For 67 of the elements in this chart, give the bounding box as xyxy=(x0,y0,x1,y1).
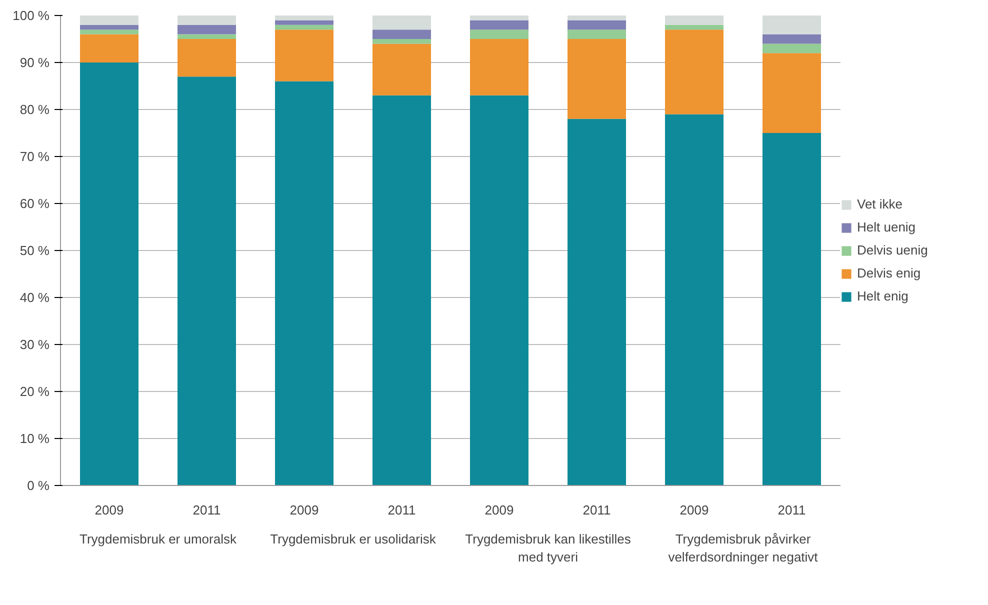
bar xyxy=(762,16,821,34)
bar xyxy=(372,39,431,44)
legend-label: Vet ikke xyxy=(857,196,903,212)
x-tick-label: 2011 xyxy=(388,502,416,518)
bar xyxy=(665,114,724,486)
bar xyxy=(568,30,626,39)
legend-label: Delvis enig xyxy=(857,266,921,280)
y-tick-label: 10 % xyxy=(20,431,50,446)
y-tick-label: 90 % xyxy=(20,55,50,70)
bar xyxy=(470,30,528,39)
y-tick-label: 40 % xyxy=(20,290,50,305)
bar xyxy=(178,24,236,34)
bar xyxy=(178,39,236,77)
y-tick-label: 0 % xyxy=(27,478,50,493)
y-tick-label: 80 % xyxy=(20,102,50,117)
text: Trygdemisbruk kan likestilles med tyveri xyxy=(465,532,632,564)
bar xyxy=(178,34,236,39)
bar xyxy=(762,34,821,44)
y-tick-label: 30 % xyxy=(20,337,50,352)
bar xyxy=(80,30,138,34)
text: Trygdemisbruk er umoralsk xyxy=(80,532,237,546)
bar xyxy=(568,20,626,30)
legend-label: Helt enig xyxy=(857,288,908,304)
x-tick-label: 2009 xyxy=(94,502,124,518)
bar xyxy=(470,16,528,20)
y-tick-label: 60 % xyxy=(20,196,50,211)
x-tick-label: 2009 xyxy=(484,502,514,518)
bar xyxy=(372,44,431,96)
bar xyxy=(762,53,821,133)
bar xyxy=(275,81,334,486)
bar xyxy=(80,16,138,25)
bar xyxy=(372,95,431,486)
y-tick-label: 50 % xyxy=(20,243,50,258)
text: Trygdemisbruk påvirker velferdsordninger negativt xyxy=(668,532,818,564)
bar xyxy=(372,30,431,39)
bar xyxy=(665,30,724,114)
bar xyxy=(762,44,821,54)
bar xyxy=(665,24,724,30)
y-tick-label: 100 % xyxy=(12,8,50,23)
x-tick-label: 2011 xyxy=(192,502,221,518)
bar xyxy=(568,16,626,20)
bar xyxy=(665,16,724,25)
x-tick-label: 2011 xyxy=(778,502,806,518)
bar xyxy=(470,95,528,486)
bar xyxy=(470,20,528,30)
bar xyxy=(275,24,334,30)
bar xyxy=(470,39,528,96)
y-tick-label: 70 % xyxy=(20,149,50,164)
bar xyxy=(80,24,138,30)
bar xyxy=(762,133,821,486)
bar xyxy=(275,20,334,25)
bar xyxy=(568,118,626,486)
x-tick-label: 2011 xyxy=(582,502,611,518)
bar xyxy=(178,16,236,25)
bar xyxy=(178,76,236,486)
text: Trygdemisbruk er usolidarisk xyxy=(270,532,436,546)
x-tick-label: 2009 xyxy=(290,502,319,518)
bar xyxy=(568,39,626,119)
bar xyxy=(275,16,334,20)
bar xyxy=(80,34,138,62)
bar xyxy=(80,62,138,486)
x-tick-label: 2009 xyxy=(680,502,709,518)
bar xyxy=(275,30,334,82)
bar xyxy=(372,16,431,30)
legend-label: Delvis uenig xyxy=(857,242,928,258)
y-tick-label: 20 % xyxy=(20,384,50,399)
legend-label: Helt uenig xyxy=(857,220,916,234)
